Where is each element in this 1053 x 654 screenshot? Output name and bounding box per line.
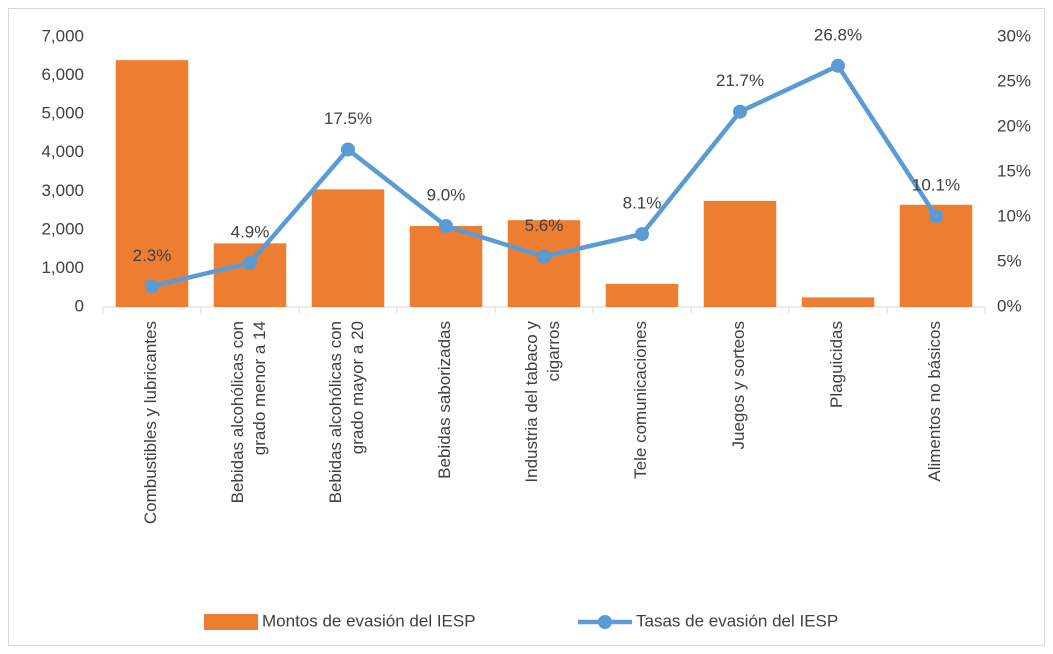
data-label: 10.1% bbox=[912, 176, 960, 195]
x-tick-label: Combustibles y lubricantes bbox=[141, 321, 160, 524]
line-point bbox=[341, 142, 355, 157]
bar bbox=[213, 243, 287, 307]
y-tick-label: 4,000 bbox=[41, 142, 84, 161]
y-tick-label: 3,000 bbox=[41, 181, 84, 200]
line-point bbox=[439, 219, 453, 233]
y2-tick-label: 15% bbox=[997, 161, 1031, 180]
data-label: 21.7% bbox=[716, 71, 764, 90]
bar bbox=[409, 226, 483, 307]
y2-tick-label: 30% bbox=[997, 26, 1031, 45]
bar bbox=[115, 60, 189, 308]
x-tick-label: Bebidas alcohólicas con grado menor a 14 bbox=[228, 321, 269, 503]
legend-label: Montos de evasión del IESP bbox=[262, 611, 476, 630]
bar bbox=[801, 297, 875, 307]
y-tick-label: 1,000 bbox=[41, 258, 84, 277]
data-label: 26.8% bbox=[814, 25, 862, 44]
y-tick-label: 5,000 bbox=[41, 104, 84, 123]
bar bbox=[507, 220, 581, 307]
data-label: 4.9% bbox=[231, 222, 270, 241]
x-tick-label: Alimentos no básicos bbox=[925, 321, 944, 482]
data-label: 17.5% bbox=[324, 109, 372, 128]
x-tick-label: Plaguicidas bbox=[827, 321, 846, 408]
data-label: 5.6% bbox=[525, 216, 564, 235]
line-point bbox=[145, 279, 159, 294]
line-point bbox=[733, 104, 747, 119]
bar bbox=[703, 200, 777, 307]
x-tick-label: Bebidas saborizadas bbox=[435, 321, 454, 479]
line-point bbox=[243, 255, 257, 270]
bar bbox=[605, 283, 679, 307]
line-point bbox=[929, 209, 943, 224]
data-label: 9.0% bbox=[427, 185, 466, 204]
line-point bbox=[635, 227, 649, 242]
x-tick-label: Industria del tabaco y cigarros bbox=[522, 321, 563, 483]
legend-swatch bbox=[204, 614, 258, 630]
line-point bbox=[831, 58, 845, 73]
y2-tick-label: 5% bbox=[997, 251, 1022, 270]
line-point bbox=[537, 249, 551, 264]
x-tick-label: Tele comunicaciones bbox=[631, 321, 650, 479]
y2-tick-label: 10% bbox=[997, 206, 1031, 225]
x-tick-label: Juegos y sorteos bbox=[729, 321, 748, 450]
y2-tick-label: 0% bbox=[997, 296, 1022, 315]
y-tick-label: 6,000 bbox=[41, 65, 84, 84]
bar bbox=[311, 189, 385, 307]
y2-tick-label: 20% bbox=[997, 116, 1031, 135]
data-label: 8.1% bbox=[623, 194, 662, 213]
x-tick-label: Bebidas alcohólicas con grado mayor a 20 bbox=[326, 321, 367, 503]
legend-marker bbox=[598, 615, 612, 629]
data-label: 2.3% bbox=[133, 246, 172, 265]
y-tick-label: 7,000 bbox=[41, 26, 84, 45]
legend-label: Tasas de evasión del IESP bbox=[636, 611, 838, 630]
y-tick-label: 2,000 bbox=[41, 219, 84, 238]
y2-tick-label: 25% bbox=[997, 71, 1031, 90]
y-tick-label: 0 bbox=[75, 296, 84, 315]
